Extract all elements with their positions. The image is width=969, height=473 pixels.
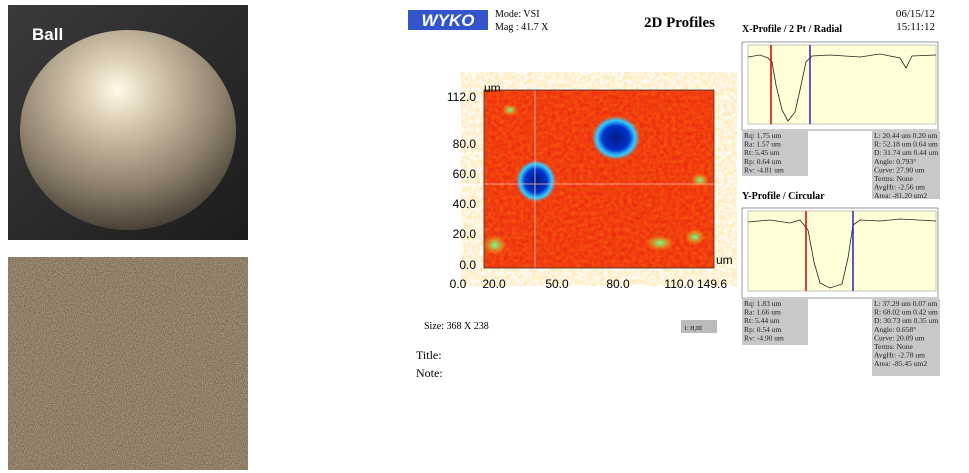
y-profile-plot bbox=[742, 208, 938, 298]
x-profile-title: X-Profile / 2 Pt / Radial bbox=[742, 24, 842, 35]
texture-photo bbox=[8, 257, 248, 470]
x-profile-plot bbox=[742, 42, 938, 130]
ball-photo: Ball bbox=[8, 5, 248, 240]
time: 15:11:12 bbox=[896, 21, 935, 33]
size: Size: 368 X 238 bbox=[424, 321, 489, 332]
y-tick-label: 20.0 bbox=[453, 227, 477, 241]
y-tick-label: 80.0 bbox=[453, 137, 477, 151]
stat-right: Area: -81.20 um2 bbox=[874, 191, 927, 200]
note-field: Note: bbox=[416, 366, 443, 380]
y-tick-label: 40.0 bbox=[453, 197, 477, 211]
x-tick-label: 149.6 bbox=[697, 277, 727, 291]
mag: Mag : 41.7 X bbox=[495, 22, 549, 33]
height-map bbox=[483, 90, 714, 268]
y-tick-label: 0.0 bbox=[459, 258, 476, 272]
stat-left: Rv: -4.90 um bbox=[744, 333, 784, 342]
mode: Mode: VSI bbox=[495, 9, 540, 20]
logo: WYKO bbox=[422, 11, 475, 30]
x-tick-label: 50.0 bbox=[545, 277, 569, 291]
small-box-label: 1: H,III bbox=[684, 326, 702, 332]
report-title: 2D Profiles bbox=[644, 15, 715, 31]
x-unit: um bbox=[716, 253, 733, 267]
date: 06/15/12 bbox=[896, 8, 935, 20]
x-tick-label: 110.0 bbox=[664, 277, 693, 291]
title-field: Title: bbox=[416, 348, 442, 362]
x-tick-label: 0.0 bbox=[450, 277, 467, 291]
x-tick-label: 80.0 bbox=[606, 277, 630, 291]
photo-label: Ball bbox=[32, 25, 63, 44]
stat-right: Area: -85.45 um2 bbox=[874, 359, 927, 368]
y-tick-label: 60.0 bbox=[453, 167, 477, 181]
x-tick-label: 20.0 bbox=[482, 277, 506, 291]
y-tick-label: 112.0 bbox=[447, 90, 476, 104]
y-unit: um bbox=[484, 81, 501, 95]
y-profile-title: Y-Profile / Circular bbox=[742, 191, 825, 202]
page: Ball WYKO Mode: VSI Mag : 41.7 X 2D Prof… bbox=[0, 0, 969, 473]
stat-left: Rv: -4.81 um bbox=[744, 165, 784, 174]
